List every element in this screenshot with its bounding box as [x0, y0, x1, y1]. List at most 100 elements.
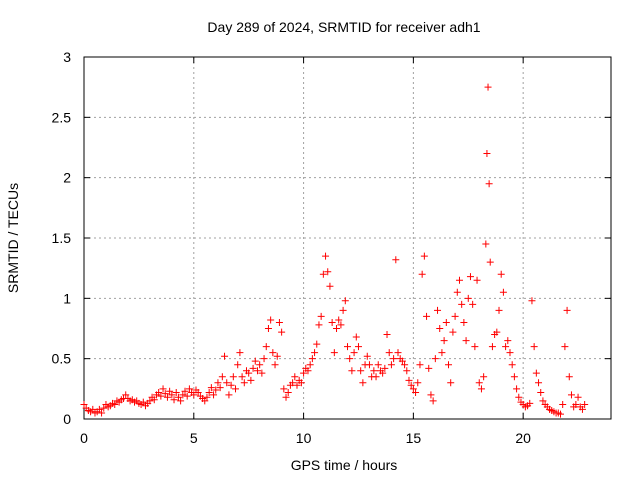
data-point [578, 405, 586, 413]
x-axis-label: GPS time / hours [291, 457, 398, 473]
data-point [502, 343, 510, 351]
y-tick-label: 2.5 [52, 109, 72, 125]
data-point [567, 391, 575, 399]
data-point [508, 361, 516, 369]
x-tick-label: 10 [296, 430, 312, 446]
y-tick-label: 0.5 [52, 351, 72, 367]
data-point [344, 343, 351, 351]
y-tick-label: 2 [63, 170, 71, 186]
data-point [475, 379, 483, 387]
data-point [227, 381, 235, 389]
data-point [181, 387, 189, 395]
data-point [111, 401, 119, 409]
data-point [556, 410, 564, 418]
data-point [177, 397, 185, 405]
data-point [253, 367, 261, 375]
data-point [423, 312, 431, 320]
data-point [473, 276, 481, 284]
data-point [513, 385, 521, 393]
data-point [100, 404, 108, 412]
data-point [528, 297, 536, 305]
data-point [330, 349, 338, 357]
data-point [401, 361, 409, 369]
data-point [442, 318, 450, 326]
data-point [434, 306, 442, 314]
data-point [262, 343, 270, 351]
data-point [328, 318, 336, 326]
data-point [159, 385, 167, 393]
data-point [247, 376, 255, 384]
data-point [324, 268, 332, 276]
data-point [335, 316, 343, 324]
data-point [405, 376, 413, 384]
data-point [322, 252, 330, 260]
data-point [172, 388, 180, 396]
data-point [271, 361, 279, 369]
data-point [537, 388, 545, 396]
data-point [98, 409, 106, 417]
data-point [194, 388, 202, 396]
data-point [488, 343, 496, 351]
data-point [139, 398, 147, 406]
data-point [392, 256, 400, 264]
y-tick-label: 0 [63, 411, 71, 427]
data-point [504, 337, 512, 345]
data-point [282, 393, 290, 401]
data-point [157, 392, 165, 400]
y-tick-label: 1.5 [52, 230, 72, 246]
data-point [485, 180, 493, 188]
data-point [291, 373, 299, 381]
data-point [201, 397, 209, 405]
data-point [359, 379, 367, 387]
data-point [317, 312, 325, 320]
x-tick-label: 5 [190, 430, 198, 446]
data-point [304, 367, 312, 375]
data-points [80, 83, 589, 418]
data-point [414, 379, 422, 387]
data-point [205, 388, 213, 396]
data-point [146, 397, 154, 405]
data-point [381, 364, 389, 372]
data-point [431, 355, 439, 363]
data-point [297, 379, 305, 387]
data-point [256, 361, 264, 369]
data-point [313, 340, 321, 348]
data-point [155, 388, 163, 396]
data-point [185, 385, 193, 393]
data-point [394, 349, 402, 357]
data-point [315, 321, 323, 329]
data-point [339, 306, 347, 314]
data-point [436, 325, 444, 332]
data-point [506, 349, 514, 357]
data-point [269, 349, 277, 357]
data-point [236, 349, 244, 357]
data-point [245, 369, 253, 377]
data-point [163, 393, 171, 401]
data-point [280, 385, 288, 393]
data-point [515, 393, 523, 401]
data-point [451, 312, 459, 320]
data-point [289, 379, 297, 387]
data-point [183, 392, 191, 400]
data-point [174, 393, 182, 401]
data-point [484, 83, 492, 91]
x-tick-label: 0 [80, 430, 88, 446]
data-point [455, 276, 463, 284]
data-point [341, 297, 349, 305]
data-point [495, 306, 503, 314]
data-point [319, 270, 327, 278]
data-point [379, 369, 387, 377]
data-point [387, 361, 395, 369]
data-point [203, 393, 211, 401]
data-point [308, 355, 316, 363]
data-point [493, 328, 501, 336]
data-point [311, 349, 319, 357]
data-point [170, 396, 178, 404]
data-point [238, 373, 246, 381]
plot-frame [83, 56, 612, 420]
data-point [306, 361, 314, 369]
data-point [581, 401, 589, 409]
data-point [264, 325, 272, 332]
data-point [385, 349, 393, 357]
data-point [532, 369, 540, 377]
